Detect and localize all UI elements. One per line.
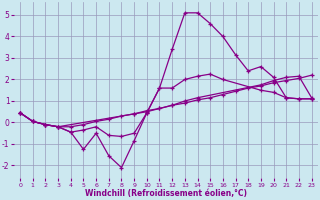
X-axis label: Windchill (Refroidissement éolien,°C): Windchill (Refroidissement éolien,°C) xyxy=(85,189,247,198)
